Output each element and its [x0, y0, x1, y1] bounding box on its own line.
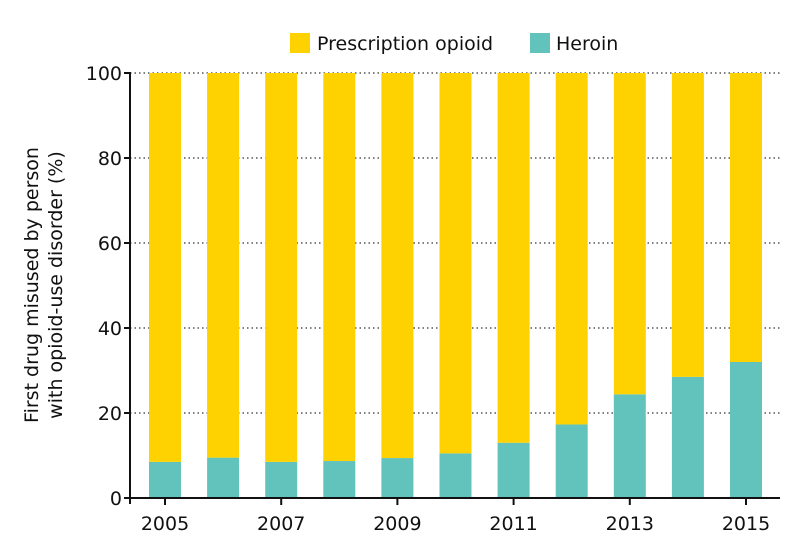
y-tick-label: 40 — [98, 318, 122, 340]
x-tick-label: 2011 — [489, 513, 537, 535]
y-axis-title-line: First drug misused by person — [21, 147, 43, 423]
axes — [124, 72, 780, 505]
bar-segment-heroin — [323, 461, 356, 498]
y-tick-label: 60 — [98, 233, 122, 255]
bar-segment-heroin — [730, 362, 762, 498]
legend-label: Prescription opioid — [317, 33, 493, 55]
bar-segment-heroin — [497, 442, 530, 498]
y-tick-label: 100 — [86, 63, 122, 85]
x-tick-label: 2007 — [257, 513, 305, 535]
bar-segment-prescription-opioid — [149, 73, 181, 462]
bar-segment-prescription-opioid — [671, 73, 704, 377]
bar-segment-prescription-opioid — [323, 73, 356, 462]
y-axis-title: First drug misused by person with opioid-… — [21, 147, 67, 423]
legend-swatch — [290, 33, 310, 53]
y-tick-label: 0 — [110, 488, 122, 510]
bar-segment-heroin — [439, 453, 472, 498]
bar-segment-prescription-opioid — [265, 73, 298, 462]
bar-segment-heroin — [381, 458, 414, 498]
x-tick-label: 2013 — [606, 513, 654, 535]
x-tick-label: 2015 — [722, 513, 770, 535]
bar-segment-prescription-opioid — [439, 73, 472, 454]
bar-segment-prescription-opioid — [497, 73, 530, 443]
legend: Prescription opioid Heroin — [290, 33, 618, 55]
x-tick-labels: 2005 2007 2009 2011 2013 2015 — [141, 513, 770, 535]
bar-segment-heroin — [555, 424, 588, 498]
bar-segment-heroin — [671, 376, 704, 498]
bar-segment-prescription-opioid — [381, 73, 414, 459]
x-tick-label: 2009 — [373, 513, 421, 535]
bars — [149, 73, 762, 498]
bar-segment-heroin — [207, 457, 240, 498]
bar-segment-prescription-opioid — [555, 73, 588, 425]
bar-segment-prescription-opioid — [730, 73, 762, 362]
x-tick-label: 2005 — [141, 513, 189, 535]
legend-label: Heroin — [556, 33, 618, 55]
y-tick-labels: 0 20 40 60 80 100 — [86, 63, 122, 510]
y-tick-label: 80 — [98, 148, 122, 170]
bar-segment-prescription-opioid — [207, 73, 240, 458]
legend-swatch — [530, 33, 550, 53]
bar-segment-prescription-opioid — [613, 73, 646, 395]
bar-segment-heroin — [149, 461, 181, 498]
bar-segment-heroin — [265, 461, 298, 498]
y-tick-label: 20 — [98, 403, 122, 425]
bar-segment-heroin — [613, 394, 646, 498]
y-axis-title-line: with opioid-use disorder (%) — [45, 151, 67, 419]
